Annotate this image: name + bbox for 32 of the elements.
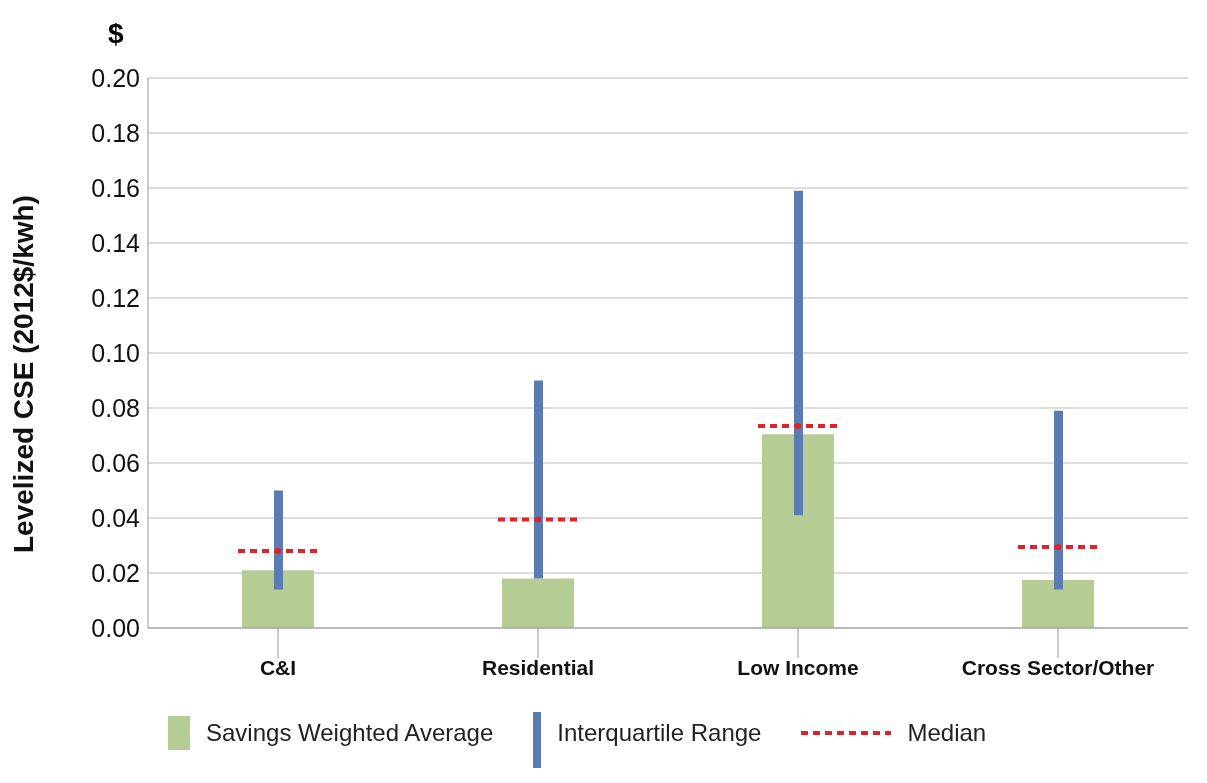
- x-tick-label: C&I: [259, 655, 297, 679]
- point: [275, 548, 281, 554]
- y-tick-label: 0.00: [91, 613, 140, 642]
- y-axis-title: Levelized CSE (2012$/kwh): [7, 195, 39, 553]
- point: [1055, 543, 1061, 550]
- legend-label: Median: [907, 719, 987, 747]
- y-tick-label: 0.18: [91, 118, 140, 147]
- bar: [1022, 579, 1094, 628]
- point: [795, 422, 801, 429]
- y-tick-label: 0.20: [91, 63, 140, 92]
- bar: [794, 190, 803, 516]
- bar: [242, 570, 314, 628]
- x-tick-label: Low Income: [737, 655, 859, 679]
- y-tick-label: 0.08: [91, 393, 140, 422]
- legend-label: Interquartile Range: [557, 719, 762, 747]
- y-tick-label: 0.16: [91, 173, 140, 202]
- point: [535, 516, 541, 523]
- y-tick-label: 0.12: [91, 283, 140, 312]
- bar: [274, 490, 283, 590]
- y-tick-label: 0.14: [91, 228, 141, 257]
- text: $: [108, 18, 124, 50]
- x-tick-label: Residential: [481, 655, 595, 679]
- x-tick-label: Cross Sector/Other: [961, 655, 1155, 679]
- y-tick-label: 0.04: [91, 503, 141, 532]
- y-tick-label: 0.06: [91, 448, 140, 477]
- bar: [534, 380, 543, 579]
- legend-label: Savings Weighted Average: [206, 719, 494, 747]
- bar: [762, 434, 834, 628]
- y-tick-label: 0.02: [91, 558, 140, 587]
- y-tick-label: 0.10: [91, 338, 140, 367]
- bar: [502, 578, 574, 628]
- bar: [1054, 410, 1063, 590]
